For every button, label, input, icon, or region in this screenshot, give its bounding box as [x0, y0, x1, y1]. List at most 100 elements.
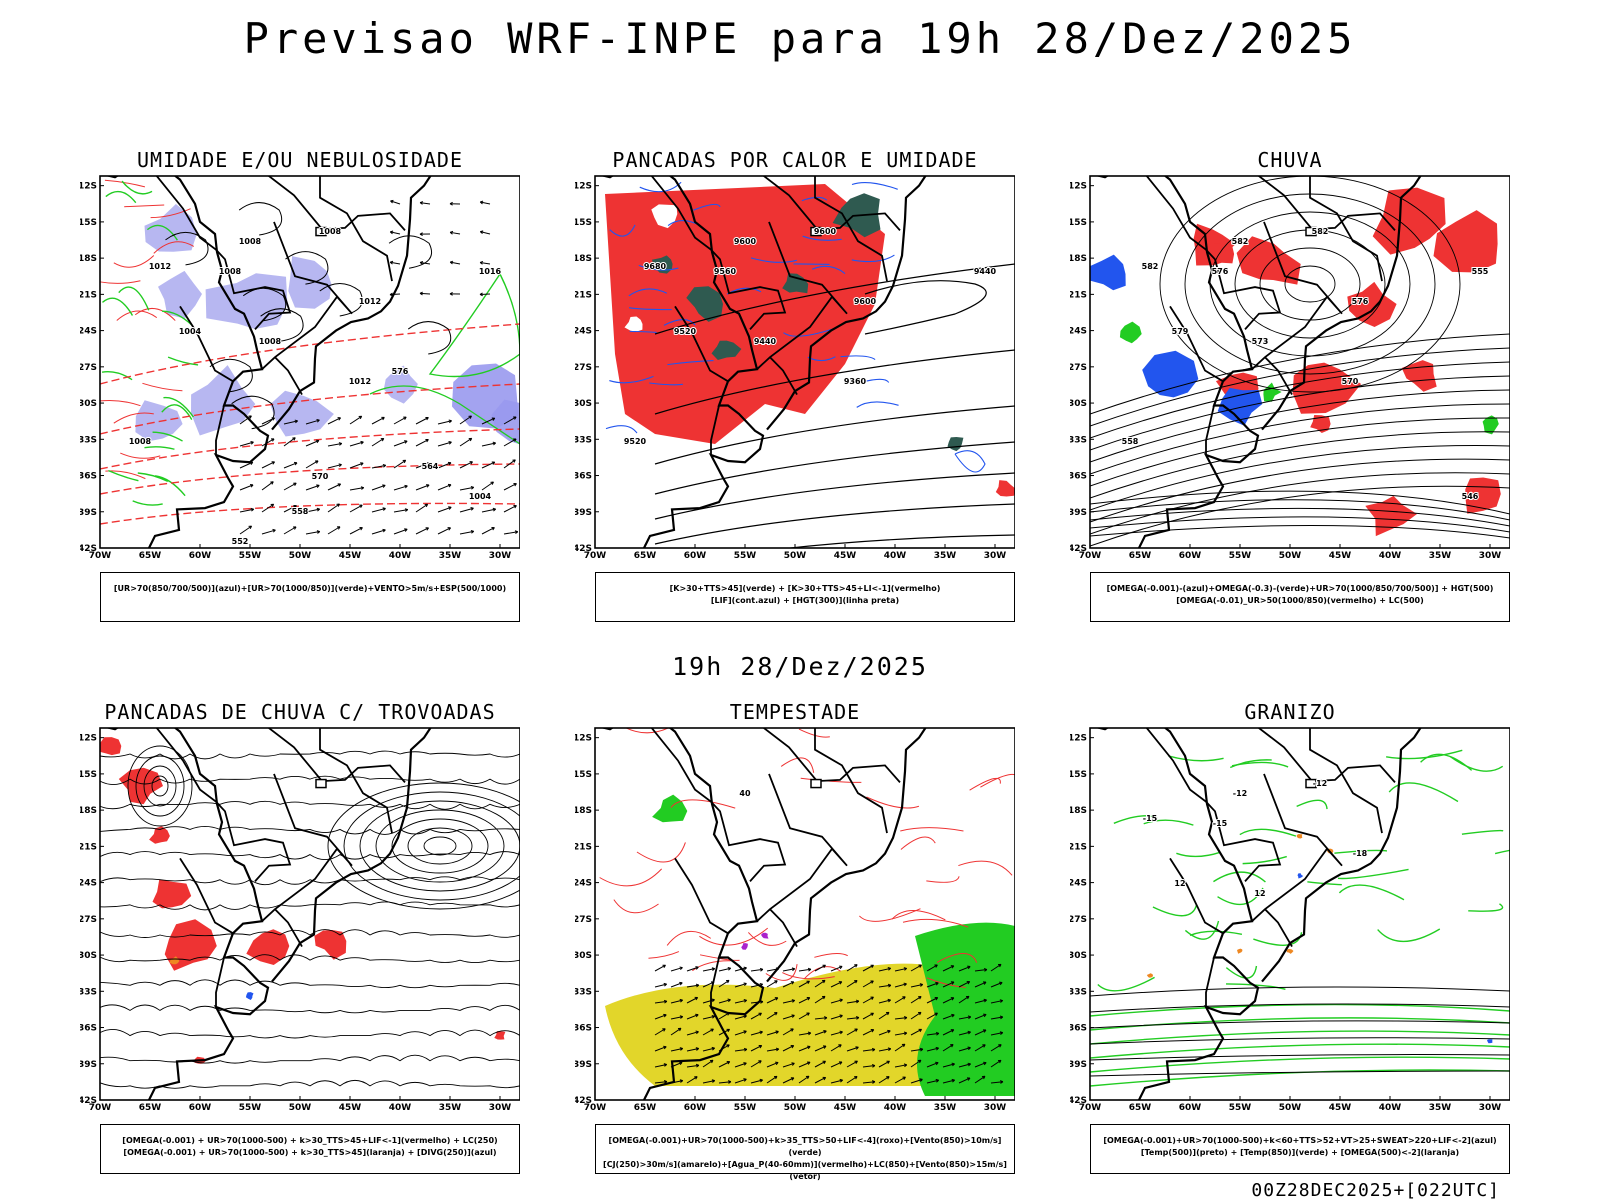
lat-label: 30S — [80, 399, 97, 409]
lat-label: 21S — [575, 842, 592, 852]
lon-label: 50W — [289, 551, 312, 561]
lat-label: 36S — [80, 472, 97, 482]
lat-label: 27S — [80, 915, 97, 925]
panel-title: CHUVA — [1070, 148, 1510, 172]
state-border — [1206, 406, 1214, 456]
omega500-fill-orange — [1287, 949, 1294, 954]
hgt300-contour — [655, 504, 1015, 544]
panel-title: TEMPESTADE — [575, 700, 1015, 724]
legend-line: [OMEGA(-0.001)-(azul)+OMEGA(-0.3)-(verde… — [1091, 583, 1509, 595]
temp850-contour — [1495, 845, 1510, 853]
contour-label: 1008 — [219, 267, 242, 276]
storm-fill-purple — [741, 943, 748, 950]
contour-label: 1012 — [359, 297, 381, 306]
lat-label: 18S — [575, 254, 592, 264]
wind-vector — [284, 463, 297, 468]
lat-label: 15S — [575, 770, 592, 780]
lon-label: 70W — [89, 1103, 112, 1113]
coastline — [1262, 726, 1422, 982]
hgt500-contour — [1090, 517, 1510, 532]
lat-label: 24S — [1070, 879, 1087, 889]
omega500-fill-orange — [1147, 973, 1153, 977]
humidity-contour-green — [102, 372, 132, 380]
wind-vector — [328, 418, 341, 424]
panel-title: PANCADAS POR CALOR E UMIDADE — [575, 148, 1015, 172]
temp850-contour — [1462, 831, 1503, 835]
temp500-contour — [1090, 987, 1510, 996]
state-border — [1170, 858, 1223, 933]
lifted-index-contour — [955, 451, 985, 472]
thickness-dashed-line — [100, 503, 520, 524]
lon-label: 30W — [1479, 551, 1502, 561]
lon-label: 70W — [584, 1103, 607, 1113]
lon-label: 65W — [634, 551, 657, 561]
hgt500-contour — [1090, 473, 1510, 534]
omega500-fill-orange — [1297, 834, 1303, 839]
thunderstorm-fill-red — [119, 768, 163, 805]
coastline — [1090, 726, 1258, 1100]
streamline — [100, 852, 520, 860]
lat-label: 21S — [80, 842, 97, 852]
lat-label: 18S — [80, 254, 97, 264]
contour-label: -15 — [1213, 819, 1228, 828]
wind-vector — [306, 485, 319, 490]
wind-vector — [240, 526, 252, 534]
lat-label: 30S — [575, 951, 592, 961]
lon-label: 40W — [884, 1103, 907, 1113]
state-border — [1137, 726, 1280, 881]
lon-label: 60W — [1179, 551, 1202, 561]
lat-label: 24S — [575, 327, 592, 337]
lon-label: 50W — [1279, 551, 1302, 561]
contour-label: 564 — [422, 462, 439, 471]
streamline — [100, 1005, 520, 1013]
lat-label: 39S — [575, 1060, 592, 1070]
contour-label: 9360 — [844, 377, 867, 386]
lon-label: 70W — [584, 551, 607, 561]
temp850-contour — [1240, 829, 1296, 836]
temp850-contour — [1185, 921, 1218, 939]
rain-fill-red — [1209, 244, 1234, 266]
map-area: 1008100810121008101210041008101210081016… — [100, 174, 520, 548]
streamline — [100, 1080, 520, 1088]
temp850-contour — [1253, 932, 1301, 945]
humidity-fill-blue — [135, 400, 182, 441]
lon-label: 60W — [189, 551, 212, 561]
lat-label: 33S — [1070, 987, 1087, 997]
wind-vector — [482, 482, 493, 490]
lat-label: 24S — [1070, 327, 1087, 337]
lat-label: 39S — [1070, 508, 1087, 518]
coastline — [767, 726, 927, 982]
wind-vector — [767, 981, 777, 987]
streamline — [100, 1029, 520, 1038]
precipitable-water-contour — [667, 931, 711, 945]
lat-label: 12S — [575, 734, 592, 744]
contour-label: 1004 — [469, 492, 492, 501]
humidity-contour-red — [142, 383, 182, 390]
lon-label: 30W — [984, 1103, 1007, 1113]
streamline — [392, 819, 488, 873]
wind-vector — [416, 440, 428, 446]
lon-label: 40W — [389, 1103, 412, 1113]
contour-label: 570 — [1342, 377, 1359, 386]
contour-label: 9520 — [624, 437, 647, 446]
forecast-map: -12-12-15-15-18121212S15S18S21S24S27S30S… — [1070, 726, 1510, 1122]
contour-label: 576 — [1212, 267, 1229, 276]
wind-vector — [655, 965, 666, 971]
humidity-contour-green — [119, 287, 149, 310]
temp500-contour — [1090, 1071, 1510, 1076]
precipitable-water-contour — [600, 869, 662, 886]
humidity-contour-red — [120, 453, 160, 458]
forecast-map: 58258258257657657957357055855554612S15S1… — [1070, 174, 1510, 570]
hgt500-contour — [1260, 248, 1360, 320]
contour-label: 1008 — [239, 237, 262, 246]
precipitable-water-contour — [900, 828, 963, 831]
lat-label: 12S — [1070, 734, 1087, 744]
humidity-contour-green — [155, 476, 185, 496]
streamline — [424, 837, 456, 855]
lat-label: 12S — [80, 734, 97, 744]
temp850-contour — [1176, 852, 1220, 856]
hgt500-contour — [1090, 404, 1510, 474]
thickness-dashed-line — [100, 324, 520, 384]
coastline — [272, 726, 432, 982]
